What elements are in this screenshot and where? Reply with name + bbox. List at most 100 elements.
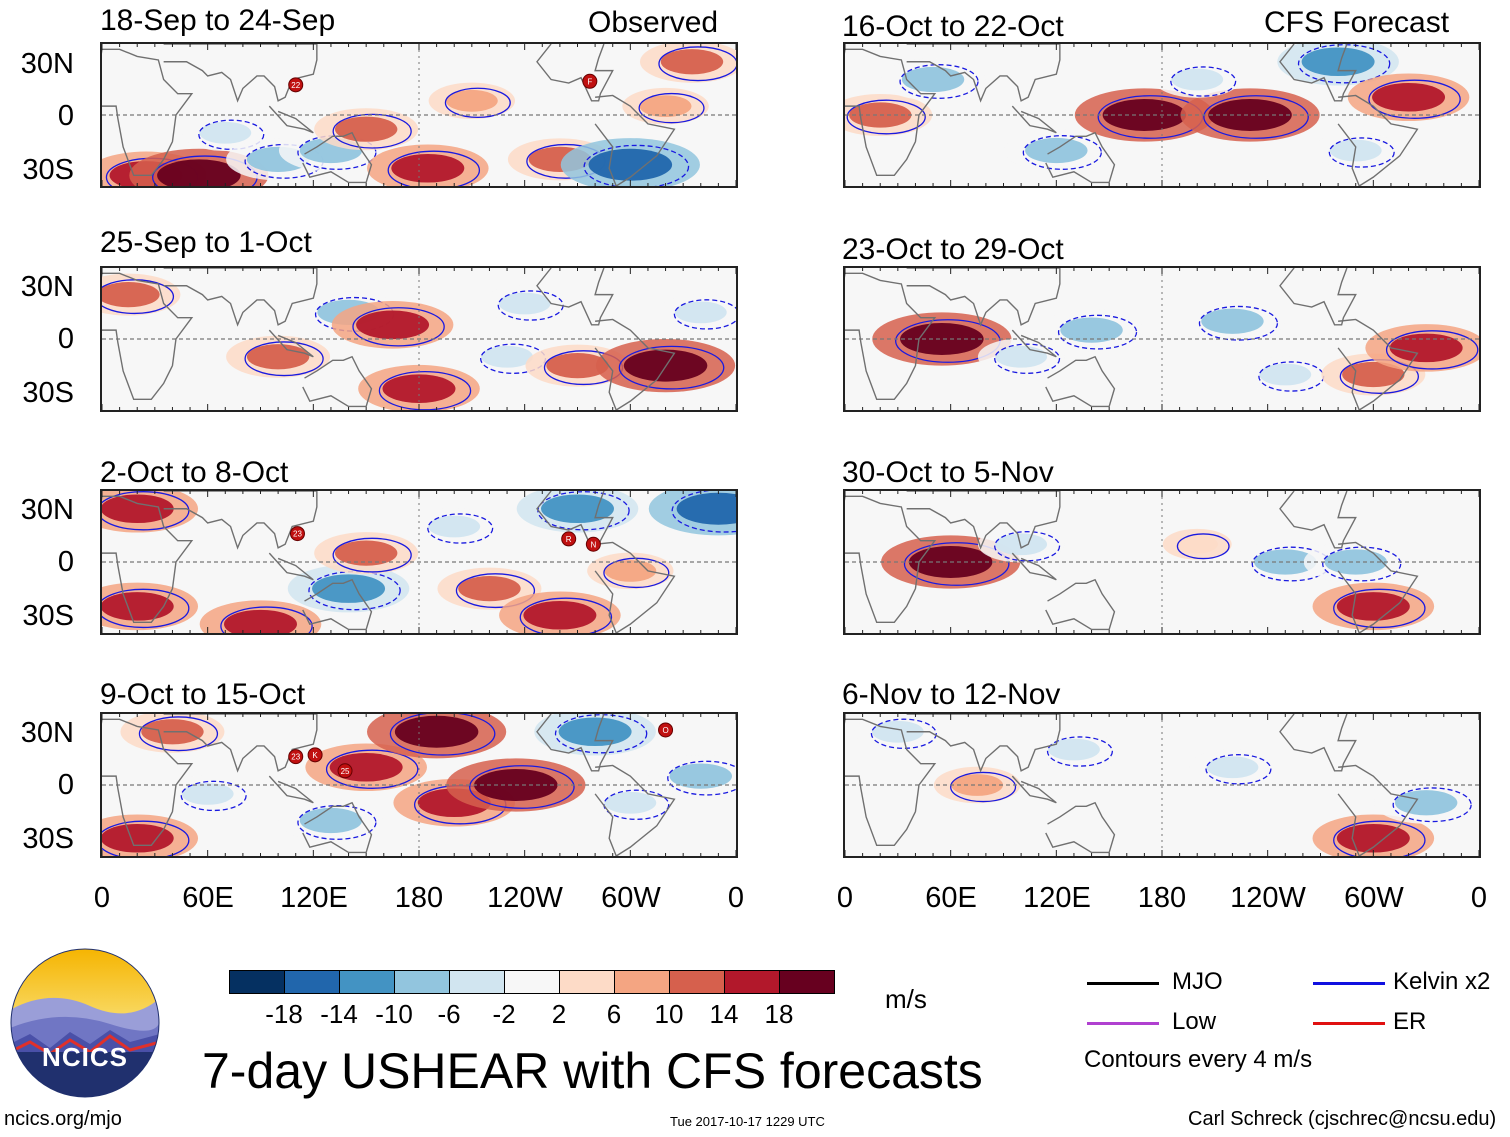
contour-line (325, 749, 419, 789)
contour-line (308, 570, 401, 611)
contour-line (1170, 66, 1237, 97)
anomaly-blob-core (660, 49, 724, 75)
colorbar-swatch (339, 970, 395, 994)
storm-marker: 22 (288, 77, 304, 93)
contour-line (1328, 137, 1395, 168)
xtick-60e: 60E (925, 882, 977, 914)
storm-marker-label: K (312, 751, 318, 760)
heatmap-svg-4: 23 K 25 O (102, 714, 736, 856)
observed-label: Observed (588, 6, 719, 39)
coastline (1337, 94, 1419, 186)
coastline (163, 714, 318, 773)
storm-marker-label: O (662, 726, 668, 735)
coastline (102, 272, 194, 401)
anomaly-blob-core (1336, 823, 1410, 853)
contour-line (332, 113, 412, 149)
colorbar-tick-label: -6 (437, 999, 461, 1029)
xtick-0: 0 (836, 882, 854, 914)
contour-line (1205, 754, 1272, 785)
panel-title-5: 16-Oct to 22-Oct (842, 10, 1064, 43)
contour-line (950, 771, 1017, 803)
coastline (906, 714, 1061, 773)
anomaly-blob-core (1394, 790, 1458, 816)
coastline (1337, 764, 1419, 856)
storm-marker: N (585, 536, 601, 552)
coastline (594, 541, 676, 633)
anomaly-blob-core (1048, 738, 1100, 761)
storm-marker-label: N (590, 540, 596, 549)
xtick-0-end: 0 (727, 882, 745, 914)
forecast-label: CFS Forecast (1264, 6, 1450, 39)
anomaly-blob-core (102, 823, 174, 853)
anomaly-blob-core (428, 515, 481, 538)
ytick-30n: 30N (20, 494, 74, 526)
anomaly-blob-core (102, 494, 174, 524)
xtick-60w: 60W (1344, 882, 1404, 914)
contour-line (180, 780, 247, 812)
anomaly-blob-core (1389, 333, 1463, 363)
footer-timestamp: Tue 2017-10-17 1229 UTC (670, 1114, 825, 1129)
colorbar-swatch (449, 970, 505, 994)
ncics-logo (10, 948, 160, 1098)
anomaly-blob-core (900, 323, 984, 355)
anomaly-blob-core (871, 720, 924, 743)
ytick-0: 0 (57, 546, 74, 578)
colorbar-tick-label: -14 (320, 999, 358, 1029)
anomaly-blob-core (1301, 47, 1375, 77)
anomaly-blob-core (1342, 361, 1405, 388)
anomaly-blob-core (102, 592, 174, 621)
legend-label-mjo: MJO (1172, 968, 1223, 995)
ytick-30n: 30N (20, 48, 74, 80)
coastline (594, 764, 676, 856)
anomaly-blob-core (1259, 363, 1312, 386)
heatmap-svg-3: 23 R N (102, 491, 736, 633)
anomaly-blob-core (951, 774, 1004, 796)
ytick-30s: 30S (22, 823, 74, 855)
colorbar-tick-label: 18 (764, 999, 794, 1029)
panel-title-7: 30-Oct to 5-Nov (842, 456, 1054, 489)
coastline (845, 48, 937, 177)
colorbar-swatch (669, 970, 725, 994)
anomaly-blob-core (199, 121, 252, 144)
anomaly-blob-core (588, 148, 673, 181)
anomaly-blob-core (1201, 308, 1264, 334)
contour-line (244, 341, 324, 377)
anomaly-blob-core (1102, 99, 1187, 131)
coastline (1045, 355, 1116, 408)
coastline (268, 552, 314, 581)
anomaly-blob-core (181, 782, 234, 805)
coastline (536, 268, 614, 326)
colorbar-swatch (724, 970, 780, 994)
anomaly-blob-core (394, 715, 479, 748)
anomaly-blob-core (1254, 549, 1317, 575)
anomaly-blob-core (676, 492, 736, 525)
map-panel-2 (100, 266, 738, 412)
heatmap-svg-2 (102, 268, 736, 410)
anomaly-blob-core (299, 807, 363, 834)
anomaly-blob-core (391, 153, 465, 183)
anomaly-blob-core (995, 533, 1048, 556)
footer-url: ncics.org/mjo (4, 1108, 122, 1130)
coastline (845, 718, 937, 847)
ytick-30s: 30S (22, 377, 74, 409)
coastline (1011, 552, 1057, 581)
legend-label-er: ER (1393, 1008, 1427, 1035)
coastline (1045, 801, 1116, 854)
anomaly-blob-core (246, 344, 310, 370)
contour-line (138, 716, 219, 752)
anomaly-blob-core (1372, 82, 1446, 112)
coastline (1011, 775, 1057, 804)
contour-line (994, 343, 1061, 374)
storm-marker: 23 (289, 526, 305, 542)
contour-line (903, 542, 1010, 586)
contour-line (671, 491, 736, 533)
colorbar-swatch (779, 970, 835, 994)
coastline (1337, 318, 1419, 410)
map-panel-1: 22 F (100, 42, 738, 188)
coastline (1279, 714, 1357, 772)
panel-title-2: 25-Sep to 1-Oct (100, 226, 312, 259)
colorbar-swatch (504, 970, 560, 994)
coastline (102, 718, 194, 847)
anomaly-blob-core (1025, 137, 1088, 164)
xtick-120e: 120E (1023, 882, 1091, 914)
